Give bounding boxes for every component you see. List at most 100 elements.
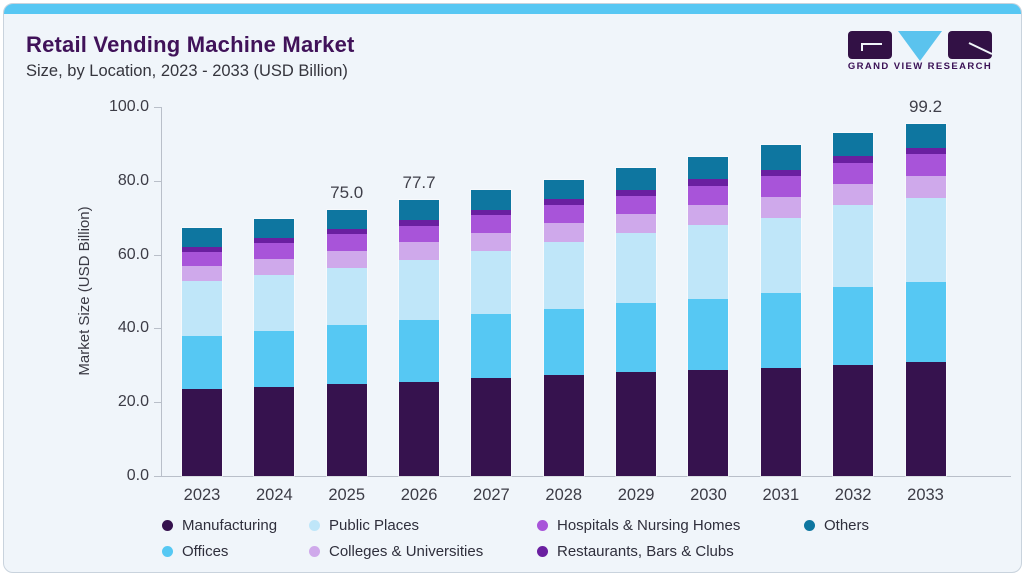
legend-label: Hospitals & Nursing Homes bbox=[557, 516, 741, 534]
bar-value-label-2033: 99.2 bbox=[908, 96, 943, 116]
bar-segment-2033-hospitals-nursing-homes bbox=[905, 154, 946, 176]
x-tick-label-2033: 2033 bbox=[907, 486, 944, 504]
bar-segment-2026-others bbox=[399, 200, 440, 221]
legend-swatch-icon bbox=[309, 519, 320, 531]
bar-2031 bbox=[760, 145, 801, 476]
bar-segment-2033-public-places bbox=[905, 197, 946, 282]
x-tick-label-2028: 2028 bbox=[545, 486, 583, 504]
bar-segment-2025-hospitals-nursing-homes bbox=[326, 234, 367, 251]
stacked-bar-chart: 0.0 20.0 40.0 60.0 80.0 100.0 Market Size (USD… bbox=[4, 4, 1021, 572]
bar-segment-2023-colleges-universities bbox=[182, 266, 222, 282]
bar-segment-2023-manufacturing bbox=[182, 389, 222, 476]
bar-segment-2031-colleges-universities bbox=[760, 196, 801, 218]
bar-segment-2032-others bbox=[833, 133, 874, 157]
bar-segment-2028-public-places bbox=[543, 242, 584, 310]
bar-segment-2032-restaurants-bars-clubs bbox=[833, 156, 874, 164]
bar-2030 bbox=[688, 156, 729, 477]
bar-segment-2033-colleges-universities bbox=[905, 175, 946, 198]
bar-segment-2028-restaurants-bars-clubs bbox=[543, 199, 584, 206]
bar-segment-2023-offices bbox=[182, 336, 222, 390]
bar-segment-2027-others bbox=[471, 190, 512, 210]
legend-swatch-icon bbox=[162, 519, 173, 531]
legend-item-others: Others bbox=[804, 515, 869, 535]
bar-segment-2033-offices bbox=[905, 281, 946, 363]
bar-segment-2030-offices bbox=[688, 298, 729, 371]
legend-item-public-places: Public Places bbox=[309, 515, 419, 535]
x-tick-label-2026: 2026 bbox=[400, 486, 438, 504]
bar-2025 bbox=[326, 209, 367, 476]
legend-label: Offices bbox=[182, 542, 229, 560]
bar-segment-2023-others bbox=[182, 227, 222, 247]
bar-segment-2025-manufacturing bbox=[326, 384, 367, 476]
bar-segment-2026-colleges-universities bbox=[399, 242, 440, 261]
bar-value-label-2026: 77.7 bbox=[402, 173, 436, 193]
bar-segment-2028-offices bbox=[543, 309, 584, 376]
grand-view-research-logo-icon bbox=[848, 31, 993, 61]
y-tick-mark bbox=[154, 180, 161, 182]
bar-segment-2029-others bbox=[616, 167, 657, 190]
bar-segment-2033-manufacturing bbox=[905, 362, 946, 476]
logo-wordmark: GRAND VIEW RESEARCH bbox=[847, 61, 993, 72]
bar-segment-2030-restaurants-bars-clubs bbox=[688, 179, 729, 186]
legend-label: Others bbox=[824, 516, 870, 534]
bar-segment-2032-colleges-universities bbox=[833, 184, 874, 206]
bar-segment-2028-hospitals-nursing-homes bbox=[543, 205, 584, 224]
bar-segment-2026-restaurants-bars-clubs bbox=[399, 220, 440, 226]
x-tick-label-2025: 2025 bbox=[328, 486, 366, 504]
bar-segment-2025-others bbox=[326, 209, 367, 229]
x-tick-label-2029: 2029 bbox=[617, 486, 655, 504]
bar-segment-2025-restaurants-bars-clubs bbox=[326, 228, 367, 235]
bar-segment-2024-colleges-universities bbox=[254, 258, 295, 275]
bar-2024 bbox=[254, 218, 295, 476]
page-title: Retail Vending Machine Market bbox=[26, 32, 355, 57]
bar-2028 bbox=[543, 179, 584, 476]
legend-label: Restaurants, Bars & Clubs bbox=[557, 542, 734, 560]
x-tick-label-2024: 2024 bbox=[255, 486, 293, 504]
x-tick-label-2030: 2030 bbox=[690, 486, 727, 504]
bar-segment-2031-hospitals-nursing-homes bbox=[760, 176, 801, 197]
bar-2026 bbox=[399, 200, 440, 476]
legend-swatch-icon bbox=[309, 545, 320, 557]
y-tick-label: 20.0 bbox=[117, 393, 149, 411]
bar-segment-2026-hospitals-nursing-homes bbox=[399, 225, 440, 243]
y-tick-label: 100.0 bbox=[108, 98, 149, 115]
bar-2033 bbox=[905, 123, 946, 476]
legend-item-colleges-universities: Colleges & Universities bbox=[309, 541, 483, 561]
y-axis-line bbox=[161, 107, 162, 476]
bar-segment-2028-manufacturing bbox=[543, 375, 584, 476]
legend-label: Public Places bbox=[329, 516, 420, 534]
accent-top-band bbox=[4, 4, 1021, 14]
bar-segment-2029-offices bbox=[616, 303, 657, 372]
bar-segment-2031-others bbox=[760, 145, 801, 170]
legend-swatch-icon bbox=[537, 545, 548, 557]
bar-segment-2031-manufacturing bbox=[760, 368, 801, 476]
bar-segment-2030-colleges-universities bbox=[688, 205, 729, 226]
bar-segment-2030-manufacturing bbox=[688, 370, 729, 476]
bar-segment-2027-public-places bbox=[471, 250, 512, 315]
legend-item-restaurants-bars-clubs: Restaurants, Bars & Clubs bbox=[537, 541, 734, 561]
bar-segment-2027-restaurants-bars-clubs bbox=[471, 209, 512, 216]
bar-segment-2025-colleges-universities bbox=[326, 250, 367, 268]
bar-segment-2026-offices bbox=[399, 319, 440, 382]
bar-2027 bbox=[471, 190, 512, 476]
bar-segment-2029-public-places bbox=[616, 233, 657, 304]
bar-segment-2023-hospitals-nursing-homes bbox=[182, 251, 222, 267]
bar-segment-2031-offices bbox=[760, 293, 801, 369]
bar-segment-2032-hospitals-nursing-homes bbox=[833, 163, 874, 185]
bar-segment-2029-manufacturing bbox=[616, 371, 657, 476]
bar-segment-2033-restaurants-bars-clubs bbox=[905, 147, 946, 155]
x-tick-label-2023: 2023 bbox=[183, 486, 221, 504]
bar-segment-2031-restaurants-bars-clubs bbox=[760, 169, 801, 177]
y-tick-mark bbox=[154, 107, 161, 108]
bar-segment-2032-offices bbox=[833, 287, 874, 366]
legend-item-hospitals-nursing-homes: Hospitals & Nursing Homes bbox=[537, 515, 740, 535]
bar-segment-2028-colleges-universities bbox=[543, 223, 584, 243]
bar-segment-2029-colleges-universities bbox=[616, 213, 657, 234]
legend-item-manufacturing: Manufacturing bbox=[162, 515, 277, 535]
bar-segment-2026-manufacturing bbox=[399, 381, 440, 476]
y-tick-label: 80.0 bbox=[117, 171, 149, 189]
y-tick-label: 60.0 bbox=[117, 245, 149, 263]
x-tick-label-2031: 2031 bbox=[762, 486, 800, 504]
bar-segment-2024-restaurants-bars-clubs bbox=[254, 238, 295, 244]
bar-segment-2032-public-places bbox=[833, 205, 874, 288]
